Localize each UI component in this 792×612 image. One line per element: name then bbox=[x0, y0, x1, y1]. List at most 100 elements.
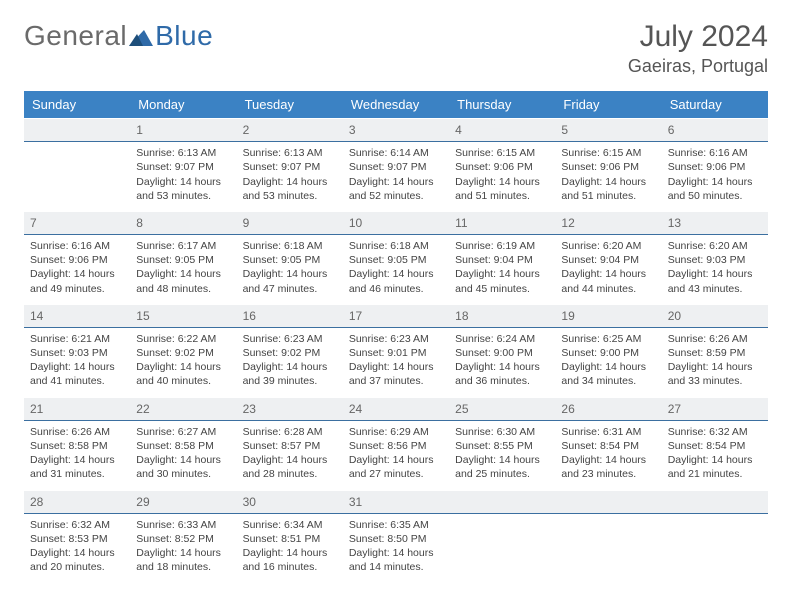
calendar-cell bbox=[449, 490, 555, 583]
calendar-cell: 7Sunrise: 6:16 AMSunset: 9:06 PMDaylight… bbox=[24, 211, 130, 304]
day-number: 27 bbox=[662, 398, 768, 421]
day-number: 17 bbox=[343, 305, 449, 328]
dayname-monday: Monday bbox=[130, 91, 236, 118]
calendar-cell: 15Sunrise: 6:22 AMSunset: 9:02 PMDayligh… bbox=[130, 304, 236, 397]
day-number: 14 bbox=[24, 305, 130, 328]
day-number: 11 bbox=[449, 212, 555, 235]
calendar-cell: 16Sunrise: 6:23 AMSunset: 9:02 PMDayligh… bbox=[237, 304, 343, 397]
sunrise-line: Sunrise: 6:18 AM bbox=[243, 239, 337, 253]
calendar-cell: 9Sunrise: 6:18 AMSunset: 9:05 PMDaylight… bbox=[237, 211, 343, 304]
day-number: 18 bbox=[449, 305, 555, 328]
sunset-line: Sunset: 8:53 PM bbox=[30, 532, 124, 546]
sunrise-line: Sunrise: 6:13 AM bbox=[243, 146, 337, 160]
sunset-line: Sunset: 8:59 PM bbox=[668, 346, 762, 360]
daylight-line: Daylight: 14 hours and 51 minutes. bbox=[455, 175, 549, 203]
sunset-line: Sunset: 8:54 PM bbox=[561, 439, 655, 453]
sunset-line: Sunset: 8:51 PM bbox=[243, 532, 337, 546]
daylight-line: Daylight: 14 hours and 48 minutes. bbox=[136, 267, 230, 295]
sunrise-line: Sunrise: 6:26 AM bbox=[30, 425, 124, 439]
calendar-cell: 4Sunrise: 6:15 AMSunset: 9:06 PMDaylight… bbox=[449, 118, 555, 211]
sunset-line: Sunset: 8:52 PM bbox=[136, 532, 230, 546]
calendar-cell: 3Sunrise: 6:14 AMSunset: 9:07 PMDaylight… bbox=[343, 118, 449, 211]
month-title: July 2024 bbox=[628, 20, 768, 54]
sunrise-line: Sunrise: 6:16 AM bbox=[668, 146, 762, 160]
calendar-cell: 13Sunrise: 6:20 AMSunset: 9:03 PMDayligh… bbox=[662, 211, 768, 304]
sunset-line: Sunset: 9:04 PM bbox=[455, 253, 549, 267]
calendar-week: 1Sunrise: 6:13 AMSunset: 9:07 PMDaylight… bbox=[24, 118, 768, 211]
daylight-line: Daylight: 14 hours and 28 minutes. bbox=[243, 453, 337, 481]
daylight-line: Daylight: 14 hours and 39 minutes. bbox=[243, 360, 337, 388]
daylight-line: Daylight: 14 hours and 31 minutes. bbox=[30, 453, 124, 481]
calendar-cell: 27Sunrise: 6:32 AMSunset: 8:54 PMDayligh… bbox=[662, 397, 768, 490]
day-number bbox=[449, 491, 555, 514]
daylight-line: Daylight: 14 hours and 52 minutes. bbox=[349, 175, 443, 203]
daylight-line: Daylight: 14 hours and 34 minutes. bbox=[561, 360, 655, 388]
sunrise-line: Sunrise: 6:27 AM bbox=[136, 425, 230, 439]
day-number: 23 bbox=[237, 398, 343, 421]
daylight-line: Daylight: 14 hours and 23 minutes. bbox=[561, 453, 655, 481]
sunrise-line: Sunrise: 6:30 AM bbox=[455, 425, 549, 439]
daylight-line: Daylight: 14 hours and 20 minutes. bbox=[30, 546, 124, 574]
calendar-cell: 31Sunrise: 6:35 AMSunset: 8:50 PMDayligh… bbox=[343, 490, 449, 583]
daylight-line: Daylight: 14 hours and 33 minutes. bbox=[668, 360, 762, 388]
day-number bbox=[24, 119, 130, 142]
header: General Blue July 2024 Gaeiras, Portugal bbox=[24, 20, 768, 77]
daylight-line: Daylight: 14 hours and 49 minutes. bbox=[30, 267, 124, 295]
calendar-cell: 29Sunrise: 6:33 AMSunset: 8:52 PMDayligh… bbox=[130, 490, 236, 583]
daylight-line: Daylight: 14 hours and 18 minutes. bbox=[136, 546, 230, 574]
day-number: 3 bbox=[343, 119, 449, 142]
calendar-cell: 10Sunrise: 6:18 AMSunset: 9:05 PMDayligh… bbox=[343, 211, 449, 304]
calendar: Sunday Monday Tuesday Wednesday Thursday… bbox=[24, 91, 768, 582]
logo: General Blue bbox=[24, 20, 213, 52]
calendar-cell bbox=[24, 118, 130, 211]
daylight-line: Daylight: 14 hours and 37 minutes. bbox=[349, 360, 443, 388]
daylight-line: Daylight: 14 hours and 43 minutes. bbox=[668, 267, 762, 295]
sunrise-line: Sunrise: 6:21 AM bbox=[30, 332, 124, 346]
day-number: 9 bbox=[237, 212, 343, 235]
day-number: 26 bbox=[555, 398, 661, 421]
sunset-line: Sunset: 9:00 PM bbox=[561, 346, 655, 360]
calendar-cell bbox=[662, 490, 768, 583]
day-number: 22 bbox=[130, 398, 236, 421]
calendar-cell: 17Sunrise: 6:23 AMSunset: 9:01 PMDayligh… bbox=[343, 304, 449, 397]
day-number bbox=[662, 491, 768, 514]
sunset-line: Sunset: 8:58 PM bbox=[30, 439, 124, 453]
daylight-line: Daylight: 14 hours and 27 minutes. bbox=[349, 453, 443, 481]
daylight-line: Daylight: 14 hours and 53 minutes. bbox=[243, 175, 337, 203]
dayname-sunday: Sunday bbox=[24, 91, 130, 118]
calendar-cell: 26Sunrise: 6:31 AMSunset: 8:54 PMDayligh… bbox=[555, 397, 661, 490]
calendar-cell: 1Sunrise: 6:13 AMSunset: 9:07 PMDaylight… bbox=[130, 118, 236, 211]
dayname-thursday: Thursday bbox=[449, 91, 555, 118]
weeks-container: 1Sunrise: 6:13 AMSunset: 9:07 PMDaylight… bbox=[24, 118, 768, 582]
daylight-line: Daylight: 14 hours and 30 minutes. bbox=[136, 453, 230, 481]
day-number: 10 bbox=[343, 212, 449, 235]
calendar-cell: 12Sunrise: 6:20 AMSunset: 9:04 PMDayligh… bbox=[555, 211, 661, 304]
calendar-week: 7Sunrise: 6:16 AMSunset: 9:06 PMDaylight… bbox=[24, 211, 768, 304]
dayname-wednesday: Wednesday bbox=[343, 91, 449, 118]
calendar-cell: 25Sunrise: 6:30 AMSunset: 8:55 PMDayligh… bbox=[449, 397, 555, 490]
daylight-line: Daylight: 14 hours and 21 minutes. bbox=[668, 453, 762, 481]
day-number: 19 bbox=[555, 305, 661, 328]
sunrise-line: Sunrise: 6:35 AM bbox=[349, 518, 443, 532]
daylight-line: Daylight: 14 hours and 40 minutes. bbox=[136, 360, 230, 388]
day-number: 16 bbox=[237, 305, 343, 328]
sunset-line: Sunset: 9:07 PM bbox=[349, 160, 443, 174]
daylight-line: Daylight: 14 hours and 45 minutes. bbox=[455, 267, 549, 295]
sunset-line: Sunset: 8:56 PM bbox=[349, 439, 443, 453]
calendar-cell: 11Sunrise: 6:19 AMSunset: 9:04 PMDayligh… bbox=[449, 211, 555, 304]
logo-mark-icon bbox=[129, 26, 153, 46]
day-number bbox=[555, 491, 661, 514]
sunset-line: Sunset: 9:02 PM bbox=[243, 346, 337, 360]
sunrise-line: Sunrise: 6:34 AM bbox=[243, 518, 337, 532]
day-number: 29 bbox=[130, 491, 236, 514]
sunset-line: Sunset: 9:06 PM bbox=[455, 160, 549, 174]
day-number: 24 bbox=[343, 398, 449, 421]
sunrise-line: Sunrise: 6:22 AM bbox=[136, 332, 230, 346]
calendar-cell: 2Sunrise: 6:13 AMSunset: 9:07 PMDaylight… bbox=[237, 118, 343, 211]
day-number: 12 bbox=[555, 212, 661, 235]
day-number: 7 bbox=[24, 212, 130, 235]
calendar-cell: 8Sunrise: 6:17 AMSunset: 9:05 PMDaylight… bbox=[130, 211, 236, 304]
sunset-line: Sunset: 9:06 PM bbox=[561, 160, 655, 174]
sunset-line: Sunset: 9:07 PM bbox=[136, 160, 230, 174]
calendar-cell: 19Sunrise: 6:25 AMSunset: 9:00 PMDayligh… bbox=[555, 304, 661, 397]
